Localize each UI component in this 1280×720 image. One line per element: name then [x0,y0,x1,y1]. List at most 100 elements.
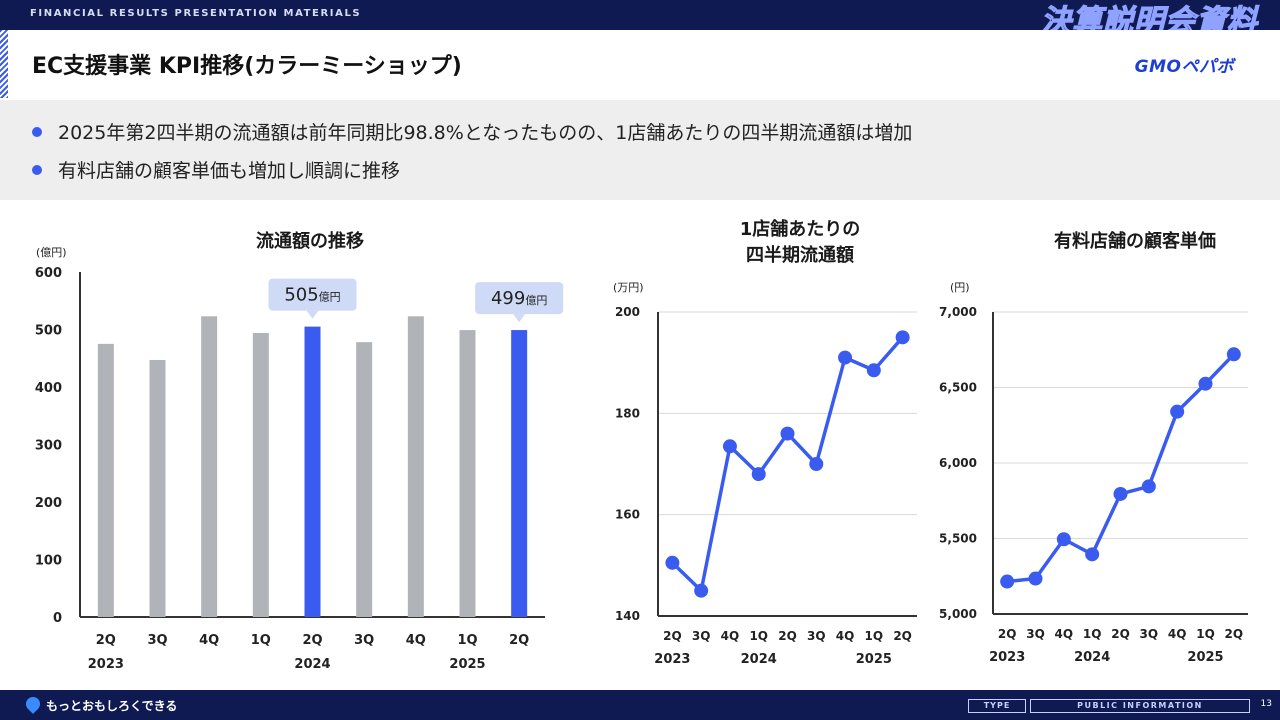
x-tick-label: 2Q [96,633,116,648]
x-tick-label: 2Q [1111,627,1130,641]
y-tick-label: 200 [615,305,640,319]
footer-info-label: PUBLIC INFORMATION [1030,699,1250,713]
year-label: 2023 [654,652,690,667]
year-label: 2025 [1187,650,1223,665]
page-title: EC支援事業 KPI推移(カラーミーショップ) [32,54,462,79]
x-tick-label: 4Q [1168,627,1187,641]
x-tick-label: 1Q [749,629,768,643]
y-tick-label: 600 [35,266,62,281]
data-point [866,363,881,378]
bar [201,316,218,617]
bar [511,330,528,617]
bar [149,359,166,617]
chart2-title: 1店舗あたりの 四半期流通額 [739,219,861,266]
y-tick-label: 500 [35,324,62,339]
year-label: 2023 [88,657,124,672]
series-line [1006,353,1236,584]
data-point [838,350,853,365]
y-tick-label: 200 [35,496,62,511]
data-point [1198,376,1213,391]
y-tick-label: 140 [615,609,640,623]
bullet-text: 有料店舗の顧客単価も増加し順調に推移 [58,160,401,182]
data-point [1056,532,1071,547]
data-point [780,426,795,441]
x-tick-label: 3Q [1140,627,1159,641]
summary-bullet-1: 2025年第2四半期の流通額は前年同期比98.8%となったものの、1店舗あたりの… [32,118,912,145]
chart3-unit: (円) [950,281,970,294]
x-tick-label: 2Q [663,629,682,643]
bar [356,342,373,617]
bar [459,330,476,617]
data-point [895,330,910,345]
callout-box [475,282,564,315]
footer-motto: もっとおもしろくできる [46,699,178,713]
data-point [665,555,680,570]
year-label: 2024 [1074,650,1110,665]
x-tick-label: 2Q [509,633,529,648]
x-tick-label: 3Q [692,629,711,643]
year-label: 2025 [449,657,485,672]
x-tick-label: 2Q [778,629,797,643]
x-tick-label: 4Q [199,633,219,648]
x-tick-label: 3Q [354,633,374,648]
x-tick-label: 2Q [998,627,1017,641]
summary-box: 2025年第2四半期の流通額は前年同期比98.8%となったものの、1店舗あたりの… [0,100,1280,200]
bullet-text: 2025年第2四半期の流通額は前年同期比98.8%となったものの、1店舗あたりの… [58,122,913,144]
footer-bar: もっとおもしろくできる TYPE PUBLIC INFORMATION 13 [0,690,1280,720]
x-tick-label: 1Q [457,633,477,648]
x-tick-label: 2Q [302,633,322,648]
y-tick-label: 7,000 [939,305,977,319]
revenue-bar-chart: 0 100 200 300 400 500 600 2Q 3Q 4Q 1Q 2Q 3Q 4Q 1Q 2Q 202… [35,266,564,672]
data-point [722,439,737,454]
year-label: 2024 [294,657,330,672]
x-tick-label: 3Q [147,633,167,648]
year-label: 2024 [741,652,777,667]
y-tick-label: 5,000 [939,607,977,621]
chart1-title: 流通額の推移 [256,231,364,252]
y-tick-label: 180 [615,406,640,420]
year-label: 2025 [856,652,892,667]
top-banner: FINANCIAL RESULTS PRESENTATION MATERIALS… [0,0,1280,40]
data-point [1000,574,1015,589]
y-tick-label: 300 [35,439,62,454]
bar [252,332,269,617]
x-tick-label: 4Q [406,633,426,648]
callout-pointer [306,310,319,319]
x-tick-label: 4Q [1055,627,1074,641]
x-tick-label: 4Q [721,629,740,643]
data-point [1141,479,1156,494]
x-tick-label: 1Q [1083,627,1102,641]
y-tick-label: 6,000 [939,456,977,470]
per-store-line-chart: 140 160 180 200 2Q 3Q 4Q 1Q 2Q 3Q 4Q 1Q 2Q 2023 2024 20… [615,305,917,667]
x-tick-label: 3Q [807,629,826,643]
data-point [751,467,766,482]
chart3-title: 有料店舗の顧客単価 [1054,231,1216,252]
unit-price-line-chart: 5,000 5,500 6,000 6,500 7,000 2Q 3Q 4Q 1Q 2Q 3Q 4Q 1… [939,305,1248,665]
y-tick-label: 100 [35,554,62,569]
callout-label: 505億円 [284,285,340,306]
data-point [1028,571,1043,586]
x-tick-label: 1Q [1196,627,1215,641]
location-pin-icon [23,694,43,714]
title-stripe [0,30,8,98]
callout-box [268,278,357,311]
data-point [1226,347,1241,362]
company-logo: GMOペパボ [1134,57,1234,77]
data-point [1113,486,1128,501]
bullet-dot-icon [32,164,42,175]
y-tick-label: 400 [35,381,62,396]
year-label: 2023 [989,650,1025,665]
x-tick-label: 3Q [1026,627,1045,641]
bar [407,316,424,617]
x-tick-label: 2Q [1225,627,1244,641]
page-number: 13 [1260,699,1272,709]
bullet-dot-icon [32,126,42,137]
bar [97,343,114,617]
data-point [694,583,709,598]
y-tick-label: 160 [615,508,640,522]
bar [304,326,321,617]
data-point [1170,404,1185,419]
chart2-unit: (万円) [613,281,644,294]
title-bar: EC支援事業 KPI推移(カラーミーショップ) GMOペパボ [0,30,1280,98]
footer-type-label: TYPE [968,699,1026,713]
